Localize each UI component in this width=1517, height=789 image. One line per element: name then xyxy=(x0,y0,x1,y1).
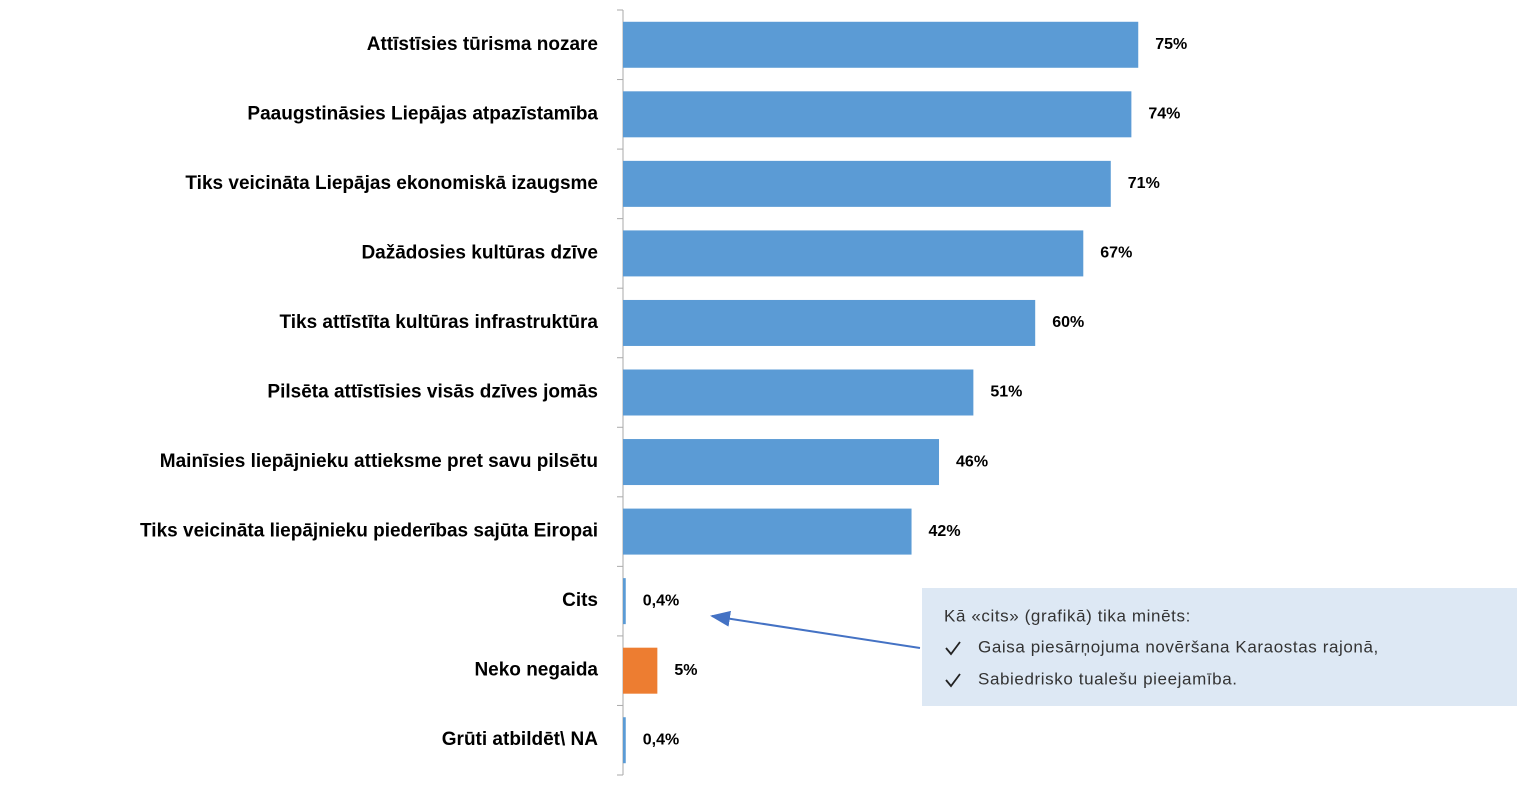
annotation-item: Gaisa piesārņojuma novēršana Karaostas r… xyxy=(978,637,1379,656)
category-label: Tiks veicināta liepājnieku piederības sa… xyxy=(140,521,598,542)
category-label: Pilsēta attīstīsies visās dzīves jomās xyxy=(267,382,598,403)
bar xyxy=(623,91,1132,138)
check-icon xyxy=(945,641,961,656)
category-label: Mainīsies liepājnieku attieksme pret sav… xyxy=(160,451,598,472)
annotation-item: Sabiedrisko tualešu pieejamība. xyxy=(978,669,1238,688)
category-label: Cits xyxy=(562,590,598,611)
value-label: 42% xyxy=(929,523,961,540)
value-label: 67% xyxy=(1100,245,1132,262)
value-label: 75% xyxy=(1155,36,1187,53)
bar xyxy=(623,578,626,625)
category-label: Tiks veicināta Liepājas ekonomiskā izaug… xyxy=(185,173,598,194)
category-label: Dažādosies kultūras dzīve xyxy=(361,242,598,263)
value-label: 46% xyxy=(956,453,988,470)
annotation-title: Kā «cits» (grafikā) tika minēts: xyxy=(944,606,1191,625)
bar xyxy=(623,369,974,416)
value-label: 0,4% xyxy=(643,731,679,748)
bar xyxy=(623,21,1139,68)
category-label: Grūti atbildēt\ NA xyxy=(442,729,599,750)
value-label: 5% xyxy=(674,662,697,679)
category-label: Neko negaida xyxy=(474,660,598,681)
category-label: Attīstīsies tūrisma nozare xyxy=(367,34,598,55)
value-label: 0,4% xyxy=(643,592,679,609)
bar xyxy=(623,508,912,555)
value-label: 60% xyxy=(1052,314,1084,331)
annotation-arrow xyxy=(710,610,921,649)
value-label: 74% xyxy=(1148,106,1180,123)
bar xyxy=(623,717,626,764)
value-label: 71% xyxy=(1128,175,1160,192)
bar xyxy=(623,299,1036,346)
value-label: 51% xyxy=(990,384,1022,401)
bar xyxy=(623,160,1111,207)
category-label: Tiks attīstīta kultūras infrastruktūra xyxy=(279,312,598,333)
bar xyxy=(623,439,940,486)
check-icon xyxy=(945,673,961,688)
category-label: Paaugstināsies Liepājas atpazīstamība xyxy=(247,103,598,124)
bar xyxy=(623,230,1084,277)
bar xyxy=(623,647,658,694)
annotation-box xyxy=(922,588,1517,706)
